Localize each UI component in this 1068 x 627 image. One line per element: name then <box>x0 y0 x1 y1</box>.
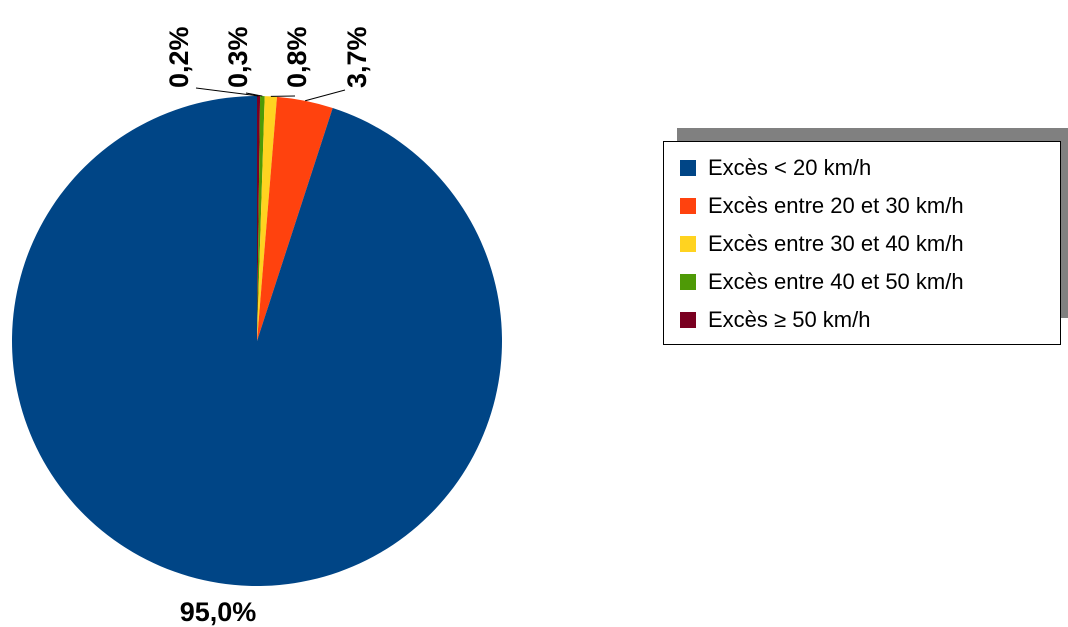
legend-swatch <box>680 160 696 176</box>
legend-swatch <box>680 236 696 252</box>
legend-box: Excès < 20 km/h Excès entre 20 et 30 km/… <box>663 141 1061 345</box>
legend-label: Excès entre 30 et 40 km/h <box>708 231 964 256</box>
legend-item-20-30: Excès entre 20 et 30 km/h <box>680 188 964 224</box>
leader-lines <box>195 87 346 102</box>
legend: Excès < 20 km/h Excès entre 20 et 30 km/… <box>663 128 1068 345</box>
legend-label: Excès entre 20 et 30 km/h <box>708 193 964 218</box>
data-label: 0,3% <box>223 26 253 88</box>
pie-slice <box>257 96 333 341</box>
legend-label: Excès entre 40 et 50 km/h <box>708 269 964 294</box>
pie-slice <box>257 96 261 341</box>
pie-slice <box>257 96 265 341</box>
legend-item-ge50: Excès ≥ 50 km/h <box>680 302 870 338</box>
data-label: 0,2% <box>164 26 194 88</box>
legend-swatch <box>680 274 696 290</box>
pie-slices <box>12 96 503 587</box>
legend-swatch <box>680 198 696 214</box>
legend-label: Excès < 20 km/h <box>708 155 872 180</box>
leader-line <box>245 92 263 97</box>
pie-slice <box>257 96 277 341</box>
legend-label: Excès ≥ 50 km/h <box>708 307 871 332</box>
pie-slice <box>12 96 503 587</box>
data-labels: 0,2% 0,3% 0,8% 3,7% 95,0% <box>164 26 372 627</box>
legend-item-30-40: Excès entre 30 et 40 km/h <box>680 226 964 262</box>
leader-line <box>305 89 346 102</box>
legend-item-lt20: Excès < 20 km/h <box>680 150 871 186</box>
leader-line <box>195 87 259 97</box>
data-label: 0,8% <box>282 26 312 88</box>
legend-swatch <box>680 312 696 328</box>
legend-item-40-50: Excès entre 40 et 50 km/h <box>680 264 964 300</box>
data-label: 3,7% <box>342 26 372 88</box>
data-label: 95,0% <box>180 597 257 627</box>
